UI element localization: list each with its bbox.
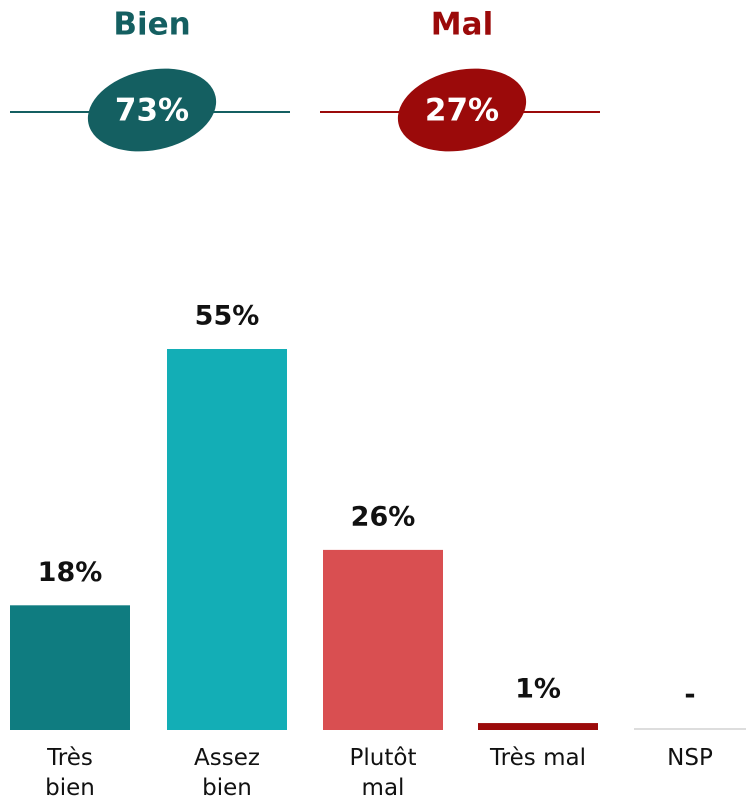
x-tick-label: Assez bien — [194, 745, 260, 801]
summary-value: 73% — [115, 93, 189, 129]
bar — [478, 723, 598, 730]
summary-label: Mal — [431, 7, 493, 43]
bar — [10, 605, 130, 730]
x-tick-label: Très bien — [45, 745, 95, 801]
value-label: - — [684, 680, 695, 711]
summary-label: Bien — [113, 7, 190, 43]
bar — [167, 349, 287, 730]
value-label: 55% — [195, 301, 260, 332]
value-label: 1% — [515, 674, 561, 705]
summary-ellipse — [397, 68, 527, 152]
x-tick-label: Plutôt mal — [349, 745, 417, 801]
bar — [323, 549, 443, 730]
value-label: 26% — [351, 501, 416, 532]
summary-value: 27% — [425, 93, 499, 129]
value-label: 18% — [38, 557, 103, 588]
x-tick-label: NSP — [667, 745, 713, 771]
x-tick-label: Très mal — [490, 745, 586, 771]
summary-ellipse — [87, 68, 217, 152]
